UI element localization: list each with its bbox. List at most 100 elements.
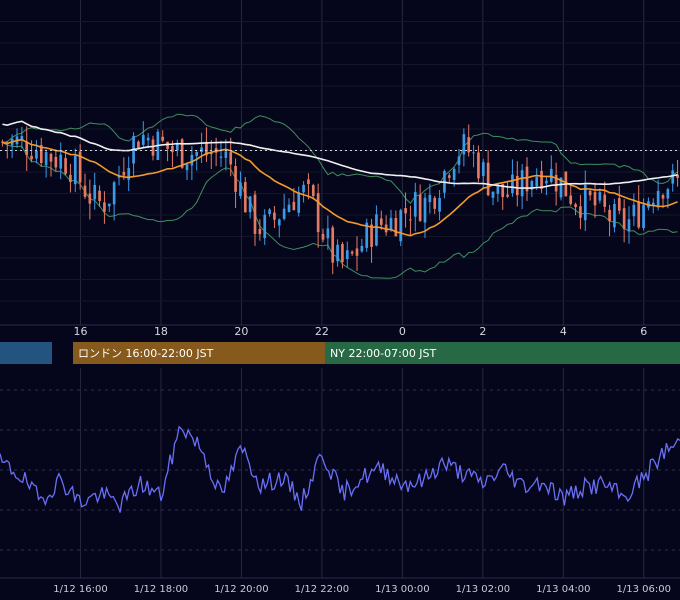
candle-body[interactable]: [608, 209, 611, 222]
candle-body[interactable]: [525, 166, 529, 192]
candle-body[interactable]: [506, 194, 509, 197]
candle-body[interactable]: [175, 144, 179, 151]
candle-body[interactable]: [622, 208, 626, 230]
candle-body[interactable]: [49, 153, 53, 162]
candle-body[interactable]: [1, 141, 4, 143]
candle-body[interactable]: [166, 141, 169, 149]
candle-body[interactable]: [336, 244, 339, 262]
candle-body[interactable]: [345, 250, 349, 260]
candle-body[interactable]: [78, 151, 82, 183]
candle-body[interactable]: [171, 145, 174, 153]
candle-body[interactable]: [93, 184, 97, 200]
candle-body[interactable]: [389, 217, 393, 231]
candle-body[interactable]: [277, 219, 281, 226]
candle-body[interactable]: [268, 209, 271, 214]
candle-body[interactable]: [146, 137, 150, 141]
candle-body[interactable]: [656, 190, 660, 208]
candle-body[interactable]: [593, 192, 597, 206]
candle-body[interactable]: [613, 203, 616, 228]
candle-body[interactable]: [666, 189, 670, 199]
candle-body[interactable]: [433, 197, 437, 209]
candle-body[interactable]: [559, 177, 563, 198]
candle-body[interactable]: [520, 170, 524, 197]
candle-body[interactable]: [404, 208, 407, 214]
candle-body[interactable]: [185, 163, 189, 171]
candle-body[interactable]: [598, 192, 602, 201]
candle-body[interactable]: [462, 134, 466, 155]
candle-body[interactable]: [501, 184, 505, 198]
indicator-panel[interactable]: [0, 425, 680, 513]
candle-body[interactable]: [574, 204, 577, 208]
candle-body[interactable]: [248, 196, 252, 213]
candle-body[interactable]: [311, 185, 315, 197]
candle-body[interactable]: [326, 228, 330, 239]
candle-body[interactable]: [103, 202, 106, 212]
candle-body[interactable]: [447, 175, 451, 178]
candle-body[interactable]: [467, 137, 471, 153]
candle-body[interactable]: [627, 219, 631, 232]
candle-body[interactable]: [141, 134, 145, 145]
candle-body[interactable]: [651, 202, 655, 206]
candle-body[interactable]: [438, 198, 441, 212]
candle-body[interactable]: [637, 201, 641, 228]
candle-body[interactable]: [603, 194, 607, 207]
candle-body[interactable]: [69, 174, 72, 182]
candle-body[interactable]: [642, 204, 645, 229]
candle-body[interactable]: [418, 194, 422, 221]
candle-body[interactable]: [579, 206, 582, 218]
candle-body[interactable]: [423, 197, 427, 223]
candle-body[interactable]: [477, 152, 480, 179]
candle-body[interactable]: [554, 174, 558, 192]
candle-body[interactable]: [661, 195, 665, 199]
candle-body[interactable]: [195, 151, 199, 156]
candle-body[interactable]: [515, 175, 519, 196]
candle-body[interactable]: [428, 194, 432, 203]
candle-body[interactable]: [180, 139, 184, 168]
candle-body[interactable]: [234, 166, 237, 192]
candle-body[interactable]: [632, 204, 636, 217]
candle-body[interactable]: [583, 184, 587, 221]
candle-body[interactable]: [73, 155, 77, 185]
candle-body[interactable]: [549, 168, 553, 182]
candle-body[interactable]: [258, 228, 262, 235]
candle-body[interactable]: [588, 190, 592, 196]
candle-body[interactable]: [569, 195, 573, 204]
candle-body[interactable]: [83, 185, 87, 197]
indicator-line[interactable]: [0, 425, 680, 513]
candle-body[interactable]: [98, 190, 101, 202]
candle-body[interactable]: [151, 139, 155, 156]
candle-body[interactable]: [617, 198, 621, 211]
candle-body[interactable]: [263, 214, 267, 239]
candle-body[interactable]: [224, 151, 228, 158]
candle-body[interactable]: [676, 174, 679, 178]
candle-body[interactable]: [316, 193, 320, 233]
candle-body[interactable]: [190, 154, 194, 166]
candle-body[interactable]: [375, 214, 378, 246]
candle-body[interactable]: [297, 192, 301, 213]
candle-body[interactable]: [122, 171, 126, 176]
candle-body[interactable]: [107, 203, 111, 207]
candle-body[interactable]: [282, 208, 286, 219]
candle-body[interactable]: [355, 248, 359, 256]
candle-body[interactable]: [535, 176, 539, 186]
candle-body[interactable]: [511, 174, 514, 194]
candle-body[interactable]: [540, 170, 543, 189]
candle-body[interactable]: [671, 170, 675, 184]
candle-body[interactable]: [472, 152, 475, 154]
candle-body[interactable]: [457, 156, 461, 165]
candle-body[interactable]: [219, 156, 223, 158]
candle-body[interactable]: [253, 194, 257, 234]
candle-body[interactable]: [321, 233, 325, 240]
candle-body[interactable]: [229, 152, 233, 165]
candle-body[interactable]: [530, 181, 534, 190]
candle-body[interactable]: [64, 158, 67, 174]
candle-body[interactable]: [35, 150, 38, 159]
candle-body[interactable]: [360, 245, 364, 252]
candle-body[interactable]: [273, 212, 276, 220]
candle-body[interactable]: [496, 184, 500, 194]
candle-body[interactable]: [137, 141, 140, 149]
candle-body[interactable]: [350, 251, 354, 254]
candle-body[interactable]: [112, 182, 116, 205]
candle-body[interactable]: [302, 184, 305, 193]
